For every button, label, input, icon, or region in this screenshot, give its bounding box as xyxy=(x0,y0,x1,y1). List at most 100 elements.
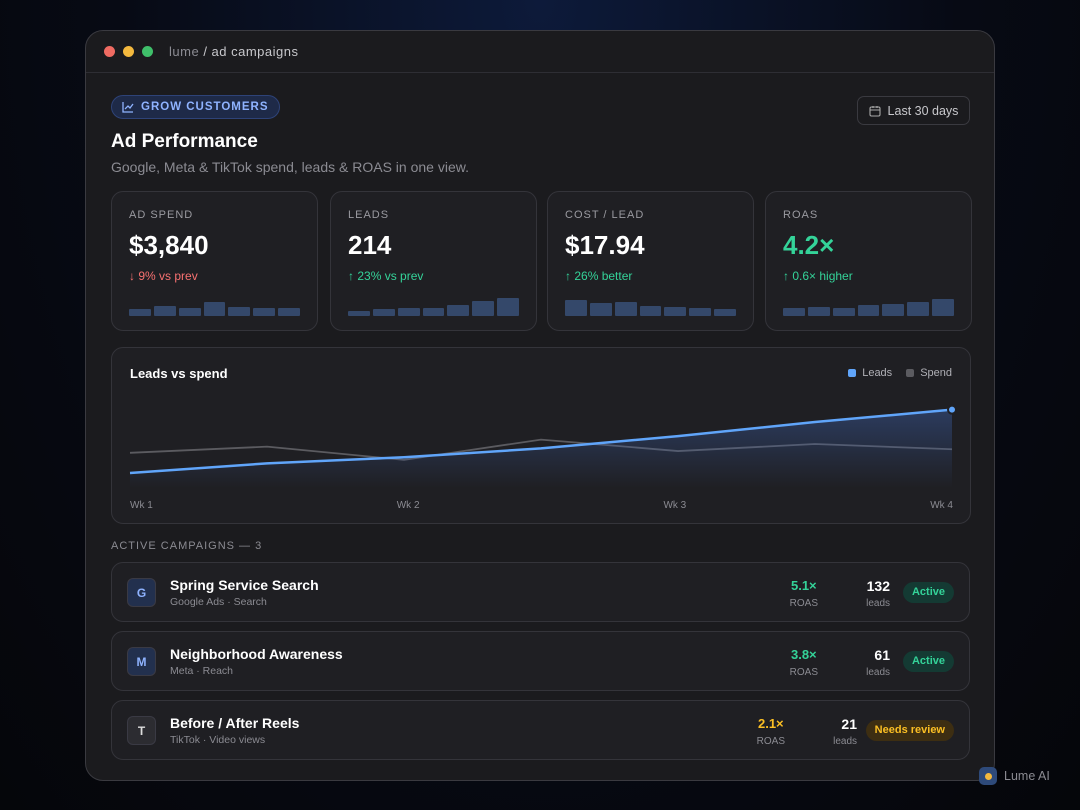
legend-swatch xyxy=(848,369,857,377)
spark-bar xyxy=(614,302,637,316)
campaign-name: Before / After Reels xyxy=(170,715,300,731)
spark-bar xyxy=(178,308,201,316)
sparkline xyxy=(565,290,739,316)
sparkline xyxy=(348,290,522,316)
kpi-value: $17.94 xyxy=(565,230,645,260)
spark-bar xyxy=(689,308,712,316)
leads-value: 132 xyxy=(866,578,890,594)
spark-bar xyxy=(153,306,176,316)
channel-icon: M xyxy=(127,647,156,676)
spark-bar xyxy=(253,308,276,316)
leads-label: leads xyxy=(866,598,890,609)
kpi-delta: ↑ 23% vs prev xyxy=(348,269,423,283)
maximize-button[interactable] xyxy=(142,46,153,57)
minimize-button[interactable] xyxy=(123,46,134,57)
channel-icon: T xyxy=(127,716,156,745)
spark-bar xyxy=(203,302,226,316)
trend-arrow: ↓ xyxy=(129,269,139,283)
campaign-name: Spring Service Search xyxy=(170,577,319,593)
spark-bar xyxy=(907,302,930,316)
spark-bar xyxy=(857,305,880,316)
roas-label: ROAS xyxy=(756,736,785,747)
delta-text: 0.6× higher xyxy=(792,269,853,283)
roas-value: 2.1× xyxy=(757,716,784,731)
x-tick-label: Wk 4 xyxy=(930,500,953,511)
roas-value: 3.8× xyxy=(790,647,817,662)
page-title: Ad Performance xyxy=(111,131,258,152)
app-window: lume / ad campaigns GROW CUSTOMERS Ad Pe… xyxy=(85,30,995,781)
roas-label: ROAS xyxy=(789,667,818,678)
legend-item: Spend xyxy=(906,367,952,379)
kpi-card: COST / LEAD $17.94 ↑ 26% better xyxy=(547,191,754,331)
leads-col: 21 leads xyxy=(833,716,857,747)
x-axis: Wk 1 Wk 2 Wk 3 Wk 4 xyxy=(130,500,953,511)
campaign-row[interactable]: T Before / After Reels TikTok · Video view… xyxy=(111,700,970,760)
channel-icon: G xyxy=(127,578,156,607)
spark-bar xyxy=(639,306,662,316)
leads-label: leads xyxy=(833,736,857,747)
chart-icon xyxy=(122,102,134,113)
campaign-row[interactable]: M Neighborhood Awareness Meta · Reach Activ… xyxy=(111,631,970,691)
kpi-card: LEADS 214 ↑ 23% vs prev xyxy=(330,191,537,331)
chart-card: Leads vs spend Leads Spend Wk 1 Wk 2 Wk 3 Wk… xyxy=(111,347,971,524)
kpi-delta: ↑ 0.6× higher xyxy=(783,269,853,283)
chart-title: Leads vs spend xyxy=(130,366,228,381)
sparkline xyxy=(129,290,303,316)
calendar-icon xyxy=(868,105,881,117)
delta-text: 23% vs prev xyxy=(357,269,424,283)
roas-label: ROAS xyxy=(789,598,818,609)
kpi-card: AD SPEND $3,840 ↓ 9% vs prev xyxy=(111,191,318,331)
spark-bar xyxy=(565,300,587,316)
leads-col: 61 leads xyxy=(866,647,890,678)
brand: lume xyxy=(169,44,200,59)
badge: GROW CUSTOMERS xyxy=(111,95,280,119)
trend-arrow: ↑ xyxy=(783,269,793,283)
roas-col: 2.1× ROAS xyxy=(757,716,785,747)
close-button[interactable] xyxy=(104,46,115,57)
spark-bar xyxy=(783,308,805,316)
divider xyxy=(86,72,994,73)
line-chart xyxy=(129,404,957,488)
spark-bar xyxy=(882,304,905,316)
kpi-label: LEADS xyxy=(348,209,390,221)
spark-bar xyxy=(807,307,830,316)
logo xyxy=(979,767,997,785)
spark-bar xyxy=(497,298,519,316)
leads-value: 21 xyxy=(841,716,857,732)
sparkline xyxy=(783,290,957,316)
section-heading: ACTIVE CAMPAIGNS — 3 xyxy=(111,540,263,552)
roas-value: 5.1× xyxy=(790,578,817,593)
leads-label: leads xyxy=(866,667,890,678)
delta-text: 26% better xyxy=(574,269,633,283)
kpi-value: 4.2× xyxy=(783,230,835,260)
spark-bar xyxy=(447,305,470,316)
legend-swatch xyxy=(906,369,915,377)
kpi-card: ROAS 4.2× ↑ 0.6× higher xyxy=(765,191,972,331)
kpi-value: $3,840 xyxy=(129,230,209,260)
end-point xyxy=(947,404,957,415)
watermark-text: Lume AI xyxy=(1004,769,1050,783)
breadcrumb: lume / ad campaigns xyxy=(169,44,298,59)
kpi-label: COST / LEAD xyxy=(565,209,645,221)
spark-bar xyxy=(714,309,736,316)
campaign-meta: Meta · Reach xyxy=(170,665,234,677)
spark-bar xyxy=(129,309,151,316)
spark-bar xyxy=(664,307,687,316)
trend-arrow: ↑ xyxy=(565,269,575,283)
legend: Leads Spend xyxy=(848,367,952,379)
legend-label: Leads xyxy=(862,367,893,379)
legend-item: Leads xyxy=(848,367,892,379)
x-tick-label: Wk 1 xyxy=(130,500,153,511)
kpi-delta: ↓ 9% vs prev xyxy=(129,269,198,283)
path: / ad campaigns xyxy=(203,44,299,59)
campaign-meta: Google Ads · Search xyxy=(170,596,267,608)
campaign-row[interactable]: G Spring Service Search Google Ads · Searc… xyxy=(111,562,970,622)
x-tick-label: Wk 3 xyxy=(663,500,687,511)
date-range-button[interactable]: Last 30 days xyxy=(857,96,970,125)
campaign-meta: TikTok · Video views xyxy=(170,734,266,746)
status-badge: Needs review xyxy=(865,720,954,741)
trend-arrow: ↑ xyxy=(348,269,358,283)
leads-value: 61 xyxy=(874,647,890,663)
kpi-label: AD SPEND xyxy=(129,209,194,221)
kpi-delta: ↑ 26% better xyxy=(565,269,632,283)
